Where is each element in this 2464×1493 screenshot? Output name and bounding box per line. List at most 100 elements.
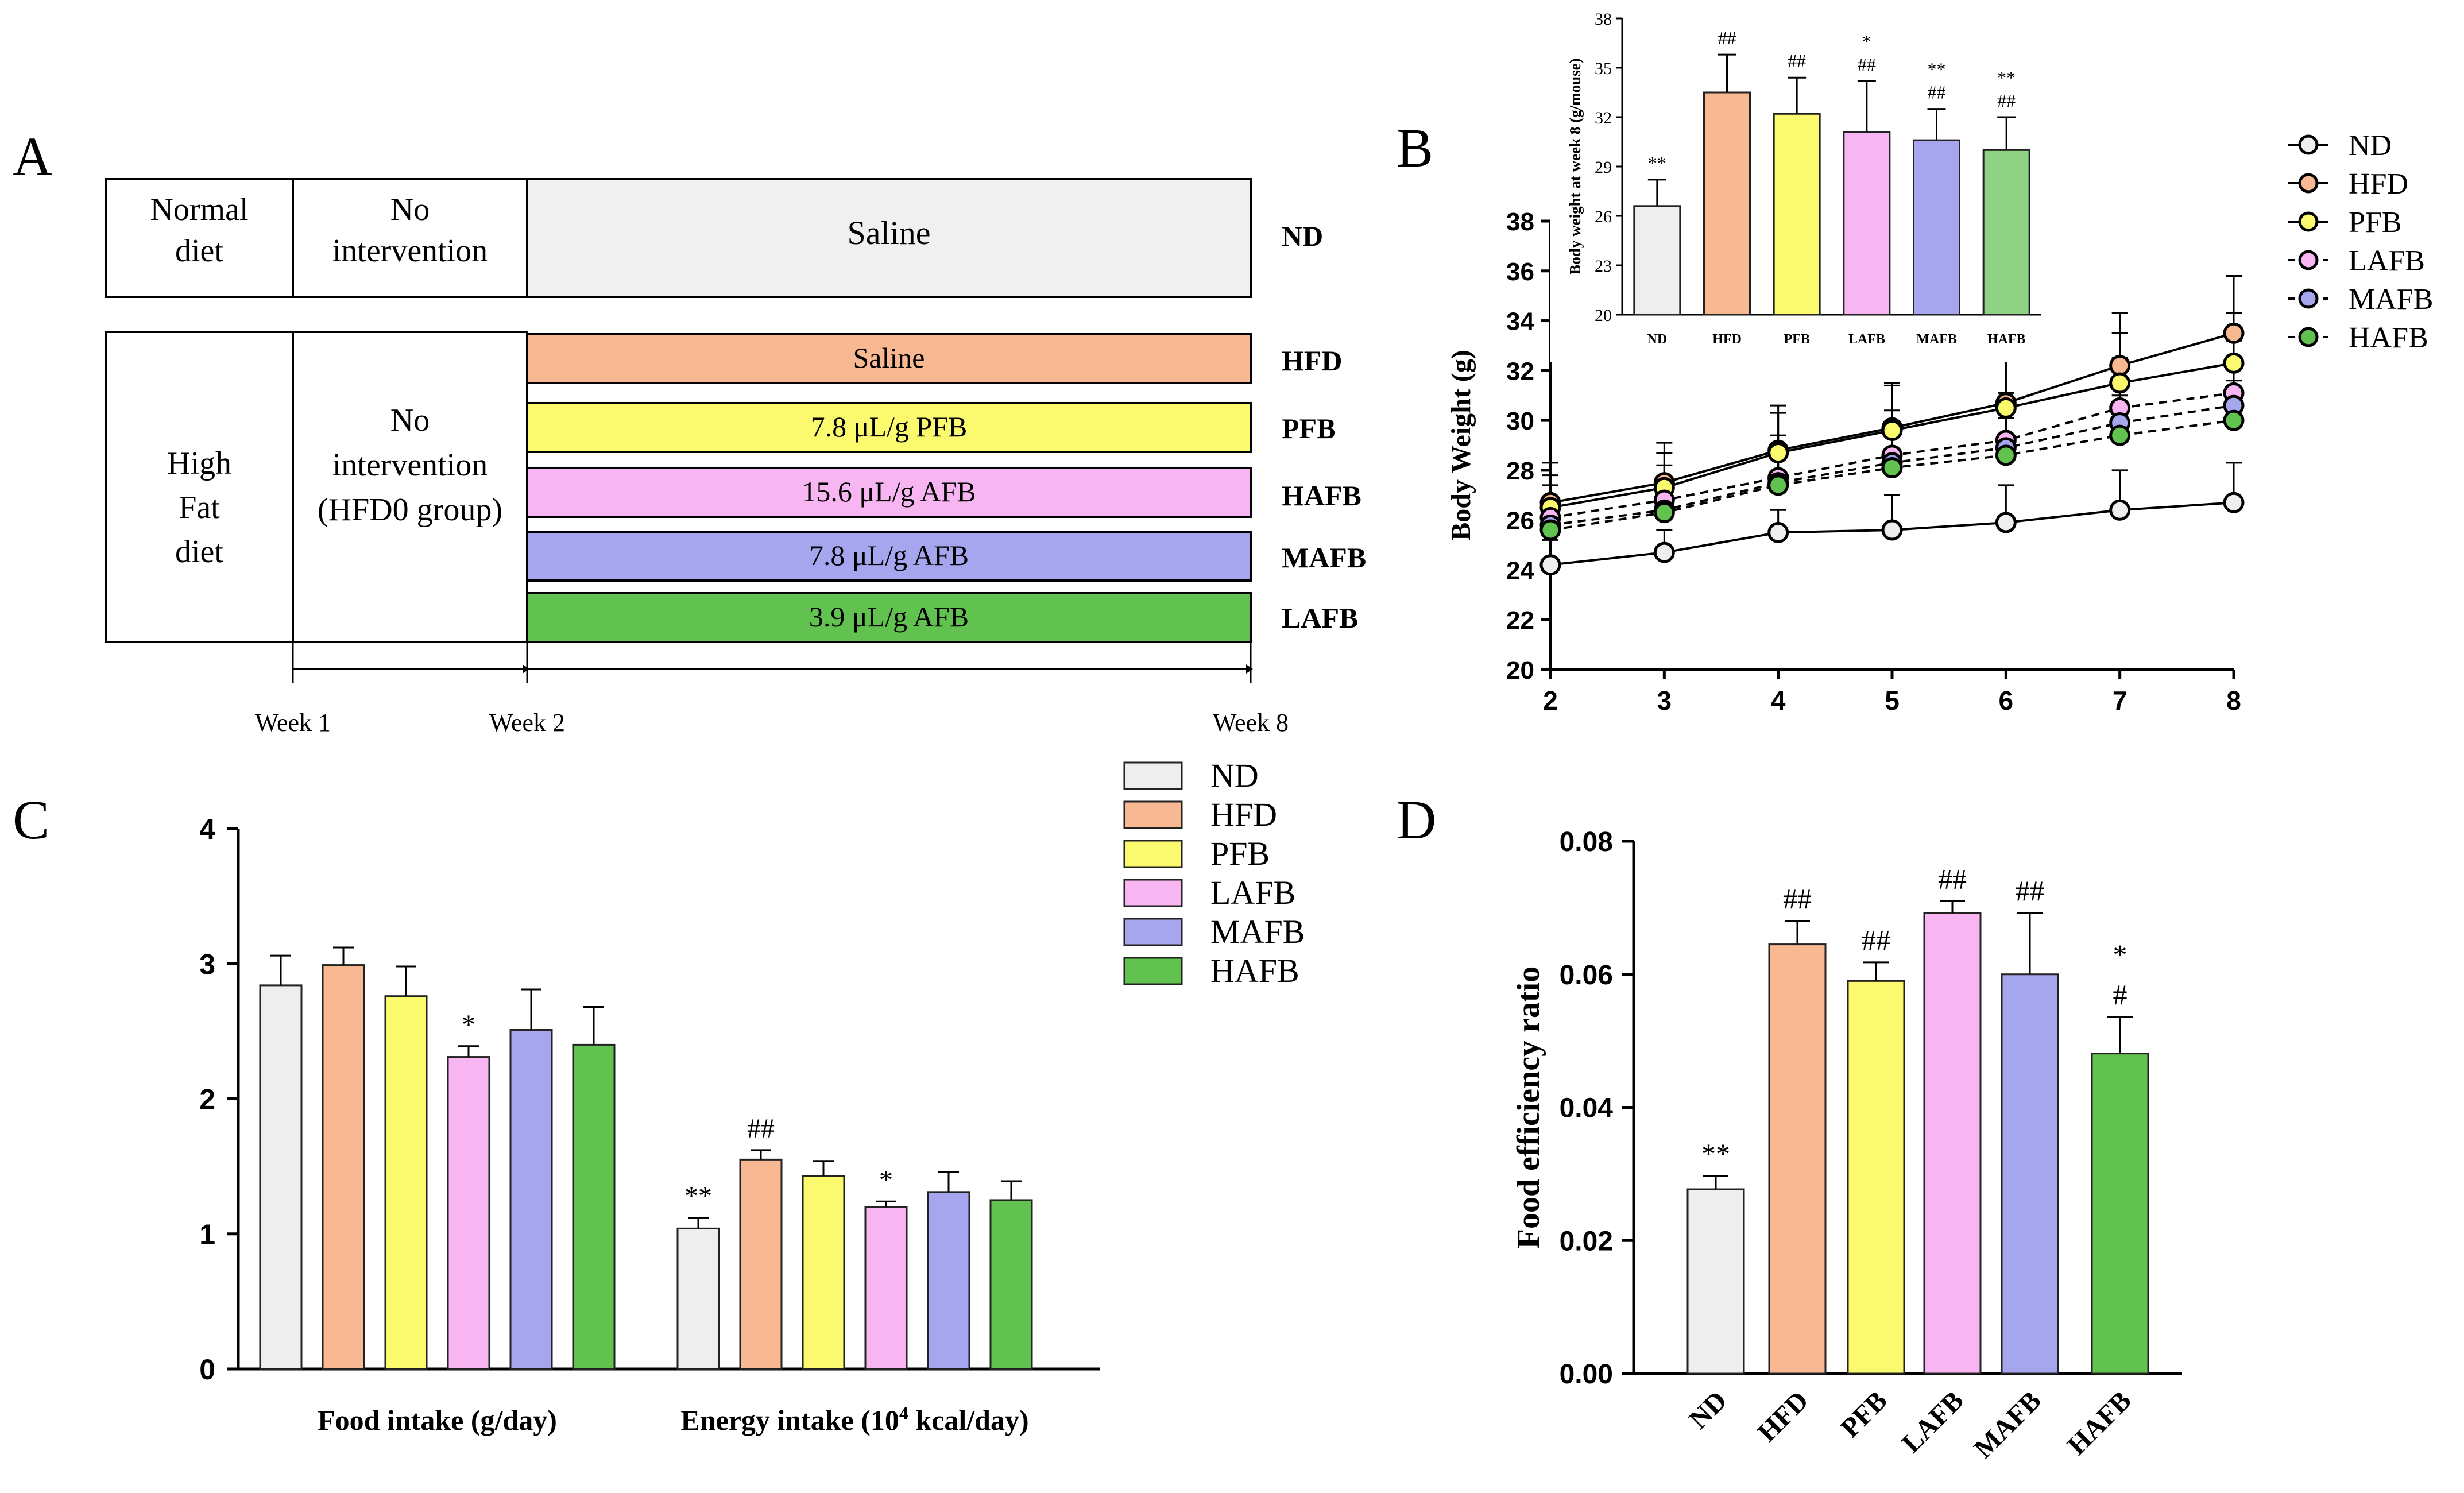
data-point-hafb — [1995, 444, 2017, 466]
bar-mafb — [2001, 973, 2059, 1375]
inset-significance-label: ## — [1997, 90, 2016, 111]
inset-significance-label: ** — [1928, 59, 1946, 80]
significance-label: ## — [2016, 875, 2044, 907]
normal-diet-box — [105, 178, 294, 298]
normal-diet-label-1: Normal — [150, 192, 248, 227]
legend-marker-mafb — [2298, 288, 2319, 309]
y-tick-label: 0.08 — [1560, 827, 1613, 857]
panel-a-study-design: A Normal diet No intervention Saline ND … — [13, 126, 1366, 737]
data-point-pfb — [1767, 442, 1789, 464]
bar-hafb — [989, 1199, 1033, 1370]
x-tick-label: HFD — [1752, 1385, 1815, 1448]
significance-label: ## — [1938, 862, 1967, 895]
panel-letter-c: C — [13, 789, 49, 850]
x-tick-label: HAFB — [2061, 1385, 2137, 1461]
panel-letter-b: B — [1397, 117, 1433, 179]
body-weight-legend: ND HFD PFB LAFB MAFB HAFB — [2288, 129, 2433, 354]
y-tick-label: 34 — [1506, 308, 1534, 336]
inset-y-tick-label: 35 — [1595, 59, 1612, 78]
timeline: Week 1 Week 2 Week 8 — [255, 642, 1289, 737]
group-label-lafb: LAFB — [1282, 602, 1358, 634]
inset-significance-label: ## — [1928, 82, 1946, 103]
legend-label-hafb: HAFB — [1210, 952, 1299, 989]
group-label: Energy intake (104 kcal/day) — [680, 1403, 1028, 1436]
bar-lafb — [864, 1206, 908, 1370]
treatment-row-lafb-text: 3.9 μL/g AFB — [809, 601, 969, 633]
y-tick-label: 2 — [199, 1084, 215, 1116]
x-tick-label: 6 — [1999, 686, 2014, 715]
y-tick-label: 38 — [1506, 208, 1534, 236]
legend-label-pfb: PFB — [1210, 835, 1270, 872]
data-point-hafb — [2223, 409, 2245, 431]
panel-d-food-efficiency: D 0.00 0.02 0.04 0.06 0.08 Food efficiency ra… — [1397, 789, 2182, 1464]
y-tick-label: 28 — [1506, 457, 1534, 485]
legend-label-hafb: HAFB — [2349, 322, 2428, 354]
no-intervention-bottom-label-2: intervention — [332, 447, 488, 483]
inset-x-tick-label: ND — [1647, 332, 1667, 347]
data-point-pfb — [2109, 372, 2131, 394]
inset-significance-label: * — [1862, 31, 1871, 52]
intake-bar-chart: 0 1 2 3 4 * Food intake (g/day) ** ## * Energy int… — [199, 813, 1100, 1436]
treatment-row-mafb-text: 7.8 μL/g AFB — [809, 539, 969, 571]
treatment-row-pfb — [526, 402, 1252, 453]
legend-swatch-lafb — [1123, 879, 1183, 907]
inset-significance-label: ** — [1648, 153, 1666, 173]
inset-y-tick-label: 29 — [1595, 158, 1612, 177]
treatment-row-mafb — [526, 531, 1252, 582]
y-tick-label: 0.00 — [1560, 1359, 1613, 1390]
legend-swatch-mafb — [1123, 918, 1183, 946]
bar-hfd — [322, 964, 365, 1370]
legend-label-lafb: LAFB — [1210, 874, 1295, 911]
bar-hafb — [2091, 1053, 2149, 1375]
y-tick-label: 0.02 — [1560, 1226, 1613, 1256]
x-tick-label: 2 — [1543, 686, 1558, 715]
legend-marker-hfd — [2298, 173, 2319, 194]
inset-bar-lafb — [1843, 131, 1891, 316]
treatment-row-hafb-text: 15.6 μL/g AFB — [802, 475, 976, 508]
data-point-nd — [1881, 519, 1903, 541]
data-point-nd — [1653, 541, 1675, 563]
data-point-pfb — [1995, 397, 2017, 419]
treatment-row-pfb-text: 7.8 μL/g PFB — [811, 411, 968, 443]
panel-letter-a: A — [13, 126, 52, 187]
legend-swatch-hafb — [1123, 957, 1183, 985]
normal-diet-label-2: diet — [175, 233, 223, 269]
week-2-label: Week 2 — [489, 709, 565, 737]
y-tick-label: 26 — [1506, 507, 1534, 535]
bar-mafb — [927, 1191, 970, 1370]
inset-x-tick-label: MAFB — [1916, 332, 1957, 347]
high-fat-diet-box — [105, 331, 294, 643]
x-tick-label: LAFB — [1896, 1385, 1970, 1459]
data-point-hafb — [1767, 474, 1789, 496]
inset-x-tick-label: PFB — [1784, 332, 1810, 347]
saline-nd-box — [526, 178, 1252, 298]
y-axis-title: Food efficiency ratio — [1511, 966, 1546, 1248]
no-intervention-top-label-2: intervention — [332, 233, 488, 269]
inset-bar-pfb — [1773, 113, 1821, 316]
legend-label-nd: ND — [1210, 757, 1259, 794]
significance-label: ## — [1862, 924, 1890, 956]
inset-bar-mafb — [1913, 139, 1960, 316]
y-axis-title: Body Weight (g) — [1446, 350, 1476, 540]
nd-row-label: ND — [1282, 220, 1323, 252]
data-point-hafb — [1539, 519, 1561, 541]
significance-label: * — [879, 1165, 893, 1195]
x-tick-label: 3 — [1657, 686, 1672, 715]
group-label-hafb: HAFB — [1282, 479, 1361, 512]
inset-bar-hfd — [1703, 91, 1751, 316]
data-point-nd — [1767, 521, 1789, 543]
legend-label-lafb: LAFB — [2349, 245, 2425, 277]
inset-y-tick-label: 20 — [1595, 306, 1612, 325]
y-tick-label: 0.04 — [1560, 1093, 1614, 1124]
high-fat-diet-label-2: Fat — [179, 490, 220, 525]
data-point-hafb — [1653, 502, 1675, 524]
y-tick-label: 20 — [1506, 656, 1534, 684]
group-label-mafb: MAFB — [1282, 541, 1366, 574]
significance-label: * — [462, 1009, 475, 1040]
data-point-hafb — [2109, 424, 2131, 446]
treatment-row-hfd — [526, 333, 1252, 384]
legend-label-mafb: MAFB — [1210, 913, 1305, 950]
bar-pfb — [384, 995, 428, 1370]
bar-pfb — [802, 1175, 845, 1370]
data-point-pfb — [2223, 352, 2245, 374]
